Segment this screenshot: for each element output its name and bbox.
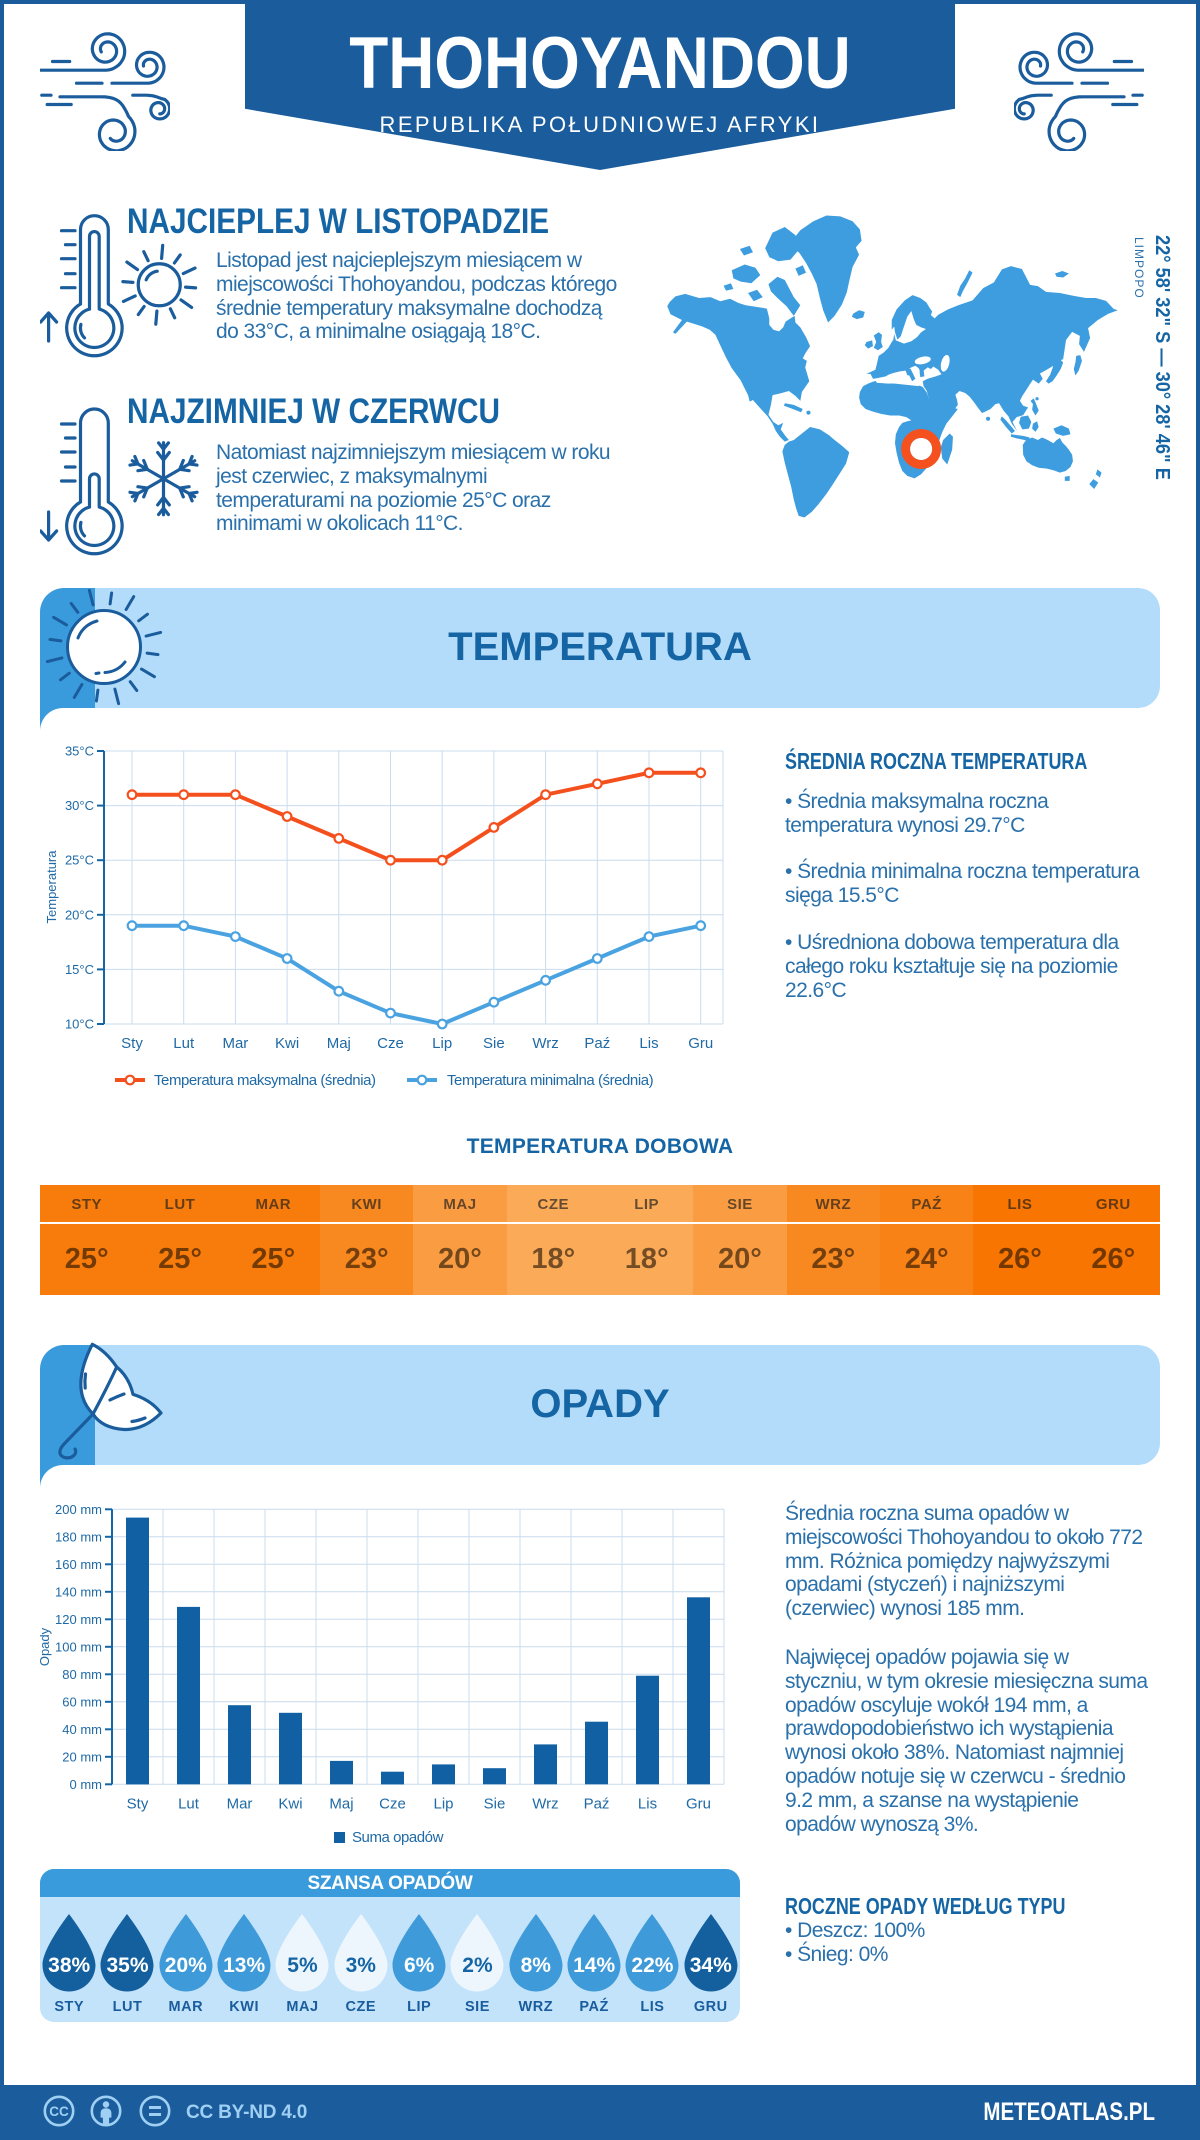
svg-text:Kwi: Kwi [275, 1035, 299, 1052]
svg-text:Paź: Paź [584, 1795, 610, 1812]
svg-text:Temperatura minimalna (średnia: Temperatura minimalna (średnia) [447, 1072, 654, 1089]
svg-text:Mar: Mar [227, 1795, 253, 1812]
svg-text:Lip: Lip [433, 1795, 453, 1812]
svg-text:15°C: 15°C [65, 962, 94, 977]
svg-text:30°C: 30°C [65, 798, 94, 813]
svg-text:60 mm: 60 mm [62, 1694, 102, 1709]
svg-text:Lut: Lut [178, 1795, 200, 1812]
svg-text:Cze: Cze [377, 1035, 404, 1052]
svg-text:Mar: Mar [222, 1035, 248, 1052]
svg-text:25°C: 25°C [65, 853, 94, 868]
svg-text:Maj: Maj [329, 1795, 353, 1812]
svg-text:Sty: Sty [127, 1795, 149, 1812]
svg-text:Paź: Paź [584, 1035, 610, 1052]
svg-text:Gru: Gru [686, 1795, 711, 1812]
svg-text:Sie: Sie [483, 1035, 505, 1052]
svg-text:160 mm: 160 mm [55, 1557, 102, 1572]
svg-text:10°C: 10°C [65, 1017, 94, 1032]
svg-text:CC: CC [49, 2104, 69, 2119]
svg-text:Wrz: Wrz [532, 1035, 558, 1052]
svg-text:Lis: Lis [639, 1035, 658, 1052]
svg-text:35°C: 35°C [65, 744, 94, 759]
svg-text:20 mm: 20 mm [62, 1749, 102, 1764]
svg-text:Kwi: Kwi [278, 1795, 302, 1812]
svg-text:0 mm: 0 mm [70, 1777, 103, 1792]
svg-text:100 mm: 100 mm [55, 1639, 102, 1654]
svg-text:Gru: Gru [688, 1035, 713, 1052]
svg-text:Wrz: Wrz [532, 1795, 558, 1812]
svg-text:140 mm: 140 mm [55, 1584, 102, 1599]
svg-text:20°C: 20°C [65, 907, 94, 922]
svg-text:Temperatura maksymalna (średni: Temperatura maksymalna (średnia) [154, 1072, 376, 1089]
svg-text:80 mm: 80 mm [62, 1667, 102, 1682]
svg-text:Maj: Maj [327, 1035, 351, 1052]
svg-text:Temperatura: Temperatura [44, 850, 59, 924]
svg-text:Cze: Cze [379, 1795, 406, 1812]
svg-text:120 mm: 120 mm [55, 1612, 102, 1627]
svg-text:Lip: Lip [432, 1035, 452, 1052]
svg-text:Lis: Lis [638, 1795, 657, 1812]
svg-text:Suma opadów: Suma opadów [352, 1829, 444, 1846]
svg-text:180 mm: 180 mm [55, 1529, 102, 1544]
svg-text:40 mm: 40 mm [62, 1722, 102, 1737]
svg-text:Lut: Lut [173, 1035, 195, 1052]
svg-text:Sty: Sty [121, 1035, 143, 1052]
svg-text:Sie: Sie [484, 1795, 506, 1812]
svg-text:200 mm: 200 mm [55, 1502, 102, 1517]
svg-text:Opady: Opady [40, 1627, 52, 1666]
